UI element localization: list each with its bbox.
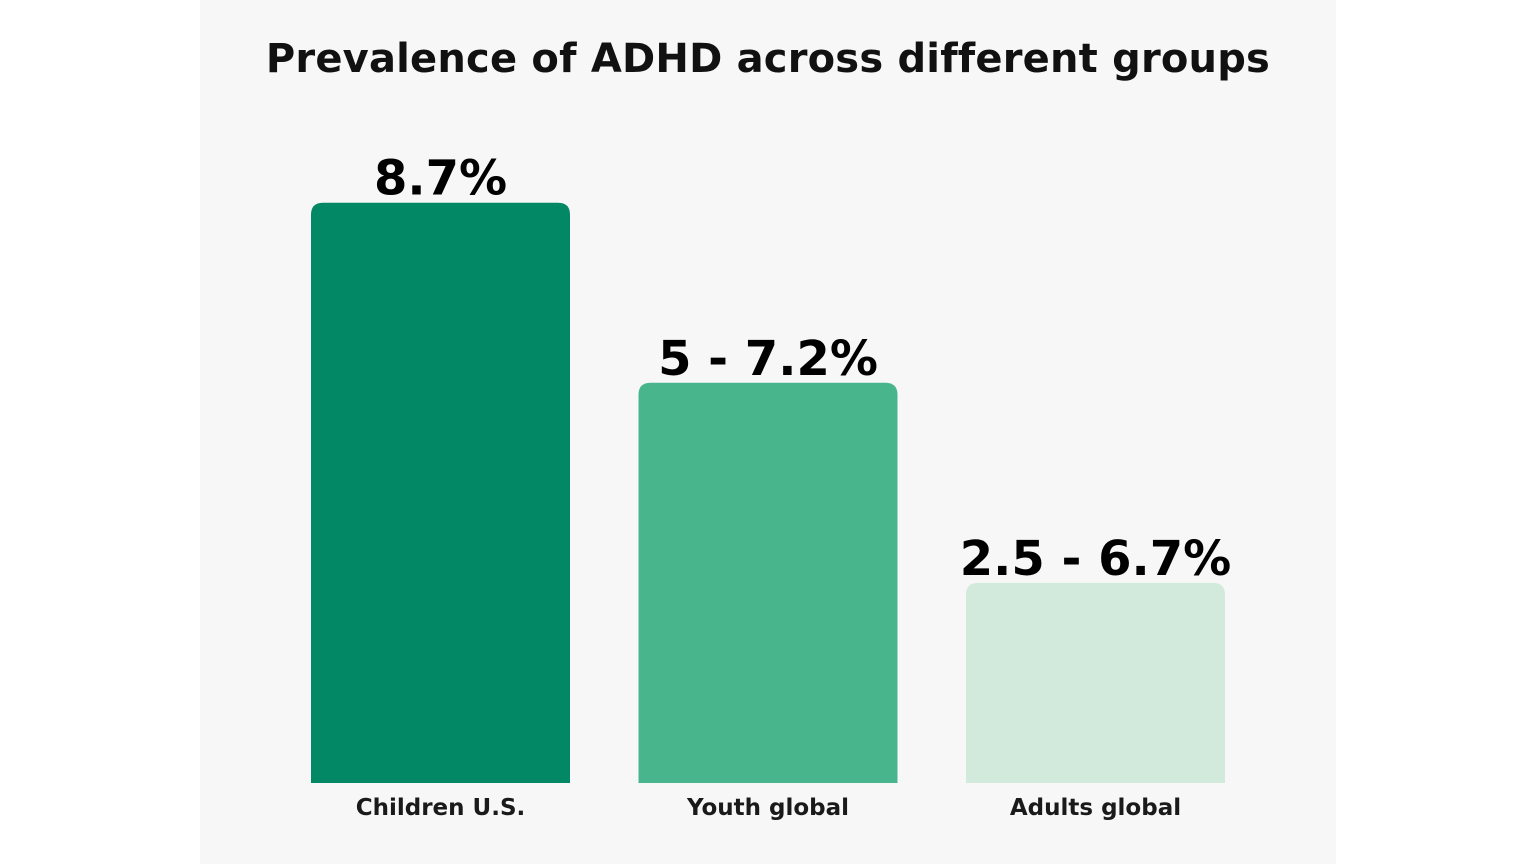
data-label: 5 - 7.2% xyxy=(658,331,878,387)
bar-adults-global xyxy=(966,582,1225,783)
bar-youth-global xyxy=(638,382,898,783)
data-label: 8.7% xyxy=(374,151,507,207)
chart-canvas: Prevalence of ADHD across different grou… xyxy=(200,0,1336,864)
category-label: Adults global xyxy=(1010,795,1181,821)
bar-chart: 8.7% Children U.S. 5 - 7.2% Youth global 2.5… xyxy=(311,151,1232,821)
chart-title: Prevalence of ADHD across different grou… xyxy=(265,36,1271,82)
category-label: Youth global xyxy=(686,795,849,821)
category-label: Children U.S. xyxy=(356,795,526,821)
bar-children-u-s xyxy=(311,202,570,783)
data-label: 2.5 - 6.7% xyxy=(960,531,1232,587)
